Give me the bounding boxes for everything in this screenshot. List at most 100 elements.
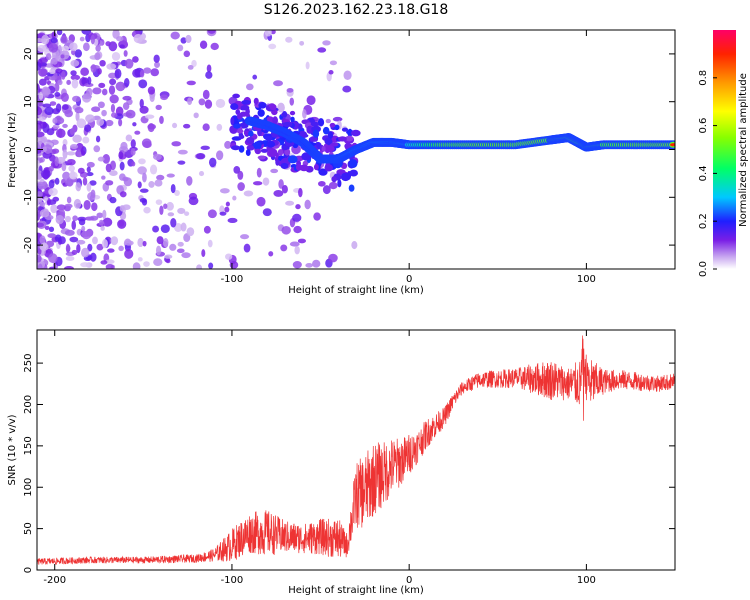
noise-blob [105, 259, 115, 265]
noise-blob [289, 97, 295, 106]
noise-blob [232, 195, 237, 201]
noise-blob [118, 118, 123, 127]
noise-blob [45, 53, 52, 61]
noise-blob [143, 206, 151, 214]
noise-blob [61, 45, 70, 52]
y-tick-label: 250 [23, 354, 34, 373]
noise-blob [105, 180, 114, 186]
transition-blob [266, 140, 276, 148]
noise-blob [109, 94, 119, 104]
noise-blob [37, 101, 43, 107]
noise-blob [202, 89, 210, 100]
noise-blob [42, 121, 47, 128]
y-tick-label: 50 [23, 522, 34, 535]
noise-blob [176, 248, 185, 254]
noise-blob [304, 199, 311, 210]
noise-blob [268, 43, 277, 50]
noise-blob [47, 233, 57, 239]
transition-blob [240, 105, 250, 111]
y-tick-label: 20 [23, 48, 34, 61]
transition-blob [257, 129, 262, 137]
noise-blob [322, 185, 331, 195]
noise-blob [306, 95, 316, 106]
noise-blob [65, 179, 74, 187]
transition-blob [321, 145, 326, 152]
noise-blob [215, 98, 226, 108]
x-tick-label: 100 [577, 274, 596, 285]
transition-blob [257, 109, 265, 117]
noise-blob [225, 253, 233, 260]
noise-blob [56, 30, 63, 36]
noise-blob [131, 161, 136, 167]
noise-blob [70, 59, 80, 67]
noise-blob [187, 65, 194, 70]
noise-blob [38, 78, 47, 86]
noise-blob [37, 131, 45, 138]
transition-blob [230, 116, 235, 126]
noise-blob [48, 42, 59, 53]
noise-blob [171, 141, 182, 147]
transition-blob [310, 121, 319, 127]
transition-blob [236, 129, 244, 134]
noise-blob [243, 190, 254, 197]
noise-blob [196, 152, 206, 160]
noise-blob [92, 236, 98, 245]
noise-blob [138, 79, 148, 89]
noise-blob [170, 217, 177, 228]
noise-blob [280, 244, 288, 252]
noise-blob [142, 172, 147, 183]
noise-blob [142, 141, 152, 149]
noise-blob [82, 177, 88, 186]
transition-blob [290, 116, 295, 123]
noise-blob [57, 128, 63, 138]
noise-blob [174, 189, 180, 197]
noise-blob [184, 211, 190, 216]
noise-blob [123, 77, 130, 88]
transition-blob [253, 141, 262, 150]
noise-blob [153, 54, 160, 63]
noise-blob [87, 76, 92, 85]
noise-blob [156, 236, 164, 245]
noise-blob [55, 103, 62, 113]
colorbar-tick-label: 0.6 [698, 118, 709, 134]
transition-blob [348, 184, 355, 192]
noise-blob [69, 171, 78, 180]
transition-blob [324, 164, 333, 172]
noise-blob [139, 70, 145, 78]
noise-blob [99, 59, 106, 67]
noise-blob [270, 168, 279, 174]
noise-blob [293, 225, 302, 234]
noise-blob [160, 224, 170, 233]
noise-blob [54, 177, 60, 185]
noise-blob [55, 68, 63, 74]
noise-blob [69, 236, 79, 243]
noise-blob [52, 148, 60, 154]
noise-blob [94, 52, 101, 61]
noise-blob [119, 191, 127, 198]
noise-blob [169, 243, 177, 251]
noise-blob [119, 205, 125, 212]
noise-blob [219, 188, 230, 194]
noise-blob [65, 256, 75, 261]
noise-blob [48, 253, 58, 264]
noise-blob [163, 203, 168, 210]
snr-axes: -200 -100 0 100 0 50 100 150 200 250 [23, 330, 675, 586]
noise-blob [237, 170, 244, 180]
noise-blob [285, 36, 293, 43]
noise-blob [191, 59, 197, 68]
noise-blob [132, 122, 137, 127]
snr-series-line [37, 335, 675, 565]
noise-blob [148, 180, 155, 188]
noise-blob [57, 79, 63, 86]
noise-blob [224, 140, 232, 149]
transition-blob [337, 179, 342, 188]
noise-blob [37, 160, 40, 169]
noise-blob [106, 63, 117, 70]
noise-blob [289, 241, 300, 247]
noise-blob [89, 252, 97, 262]
noise-blob [155, 245, 162, 256]
transition-blob [241, 100, 251, 105]
noise-blob [202, 123, 210, 131]
noise-blob [186, 175, 193, 186]
noise-blob [149, 94, 155, 103]
